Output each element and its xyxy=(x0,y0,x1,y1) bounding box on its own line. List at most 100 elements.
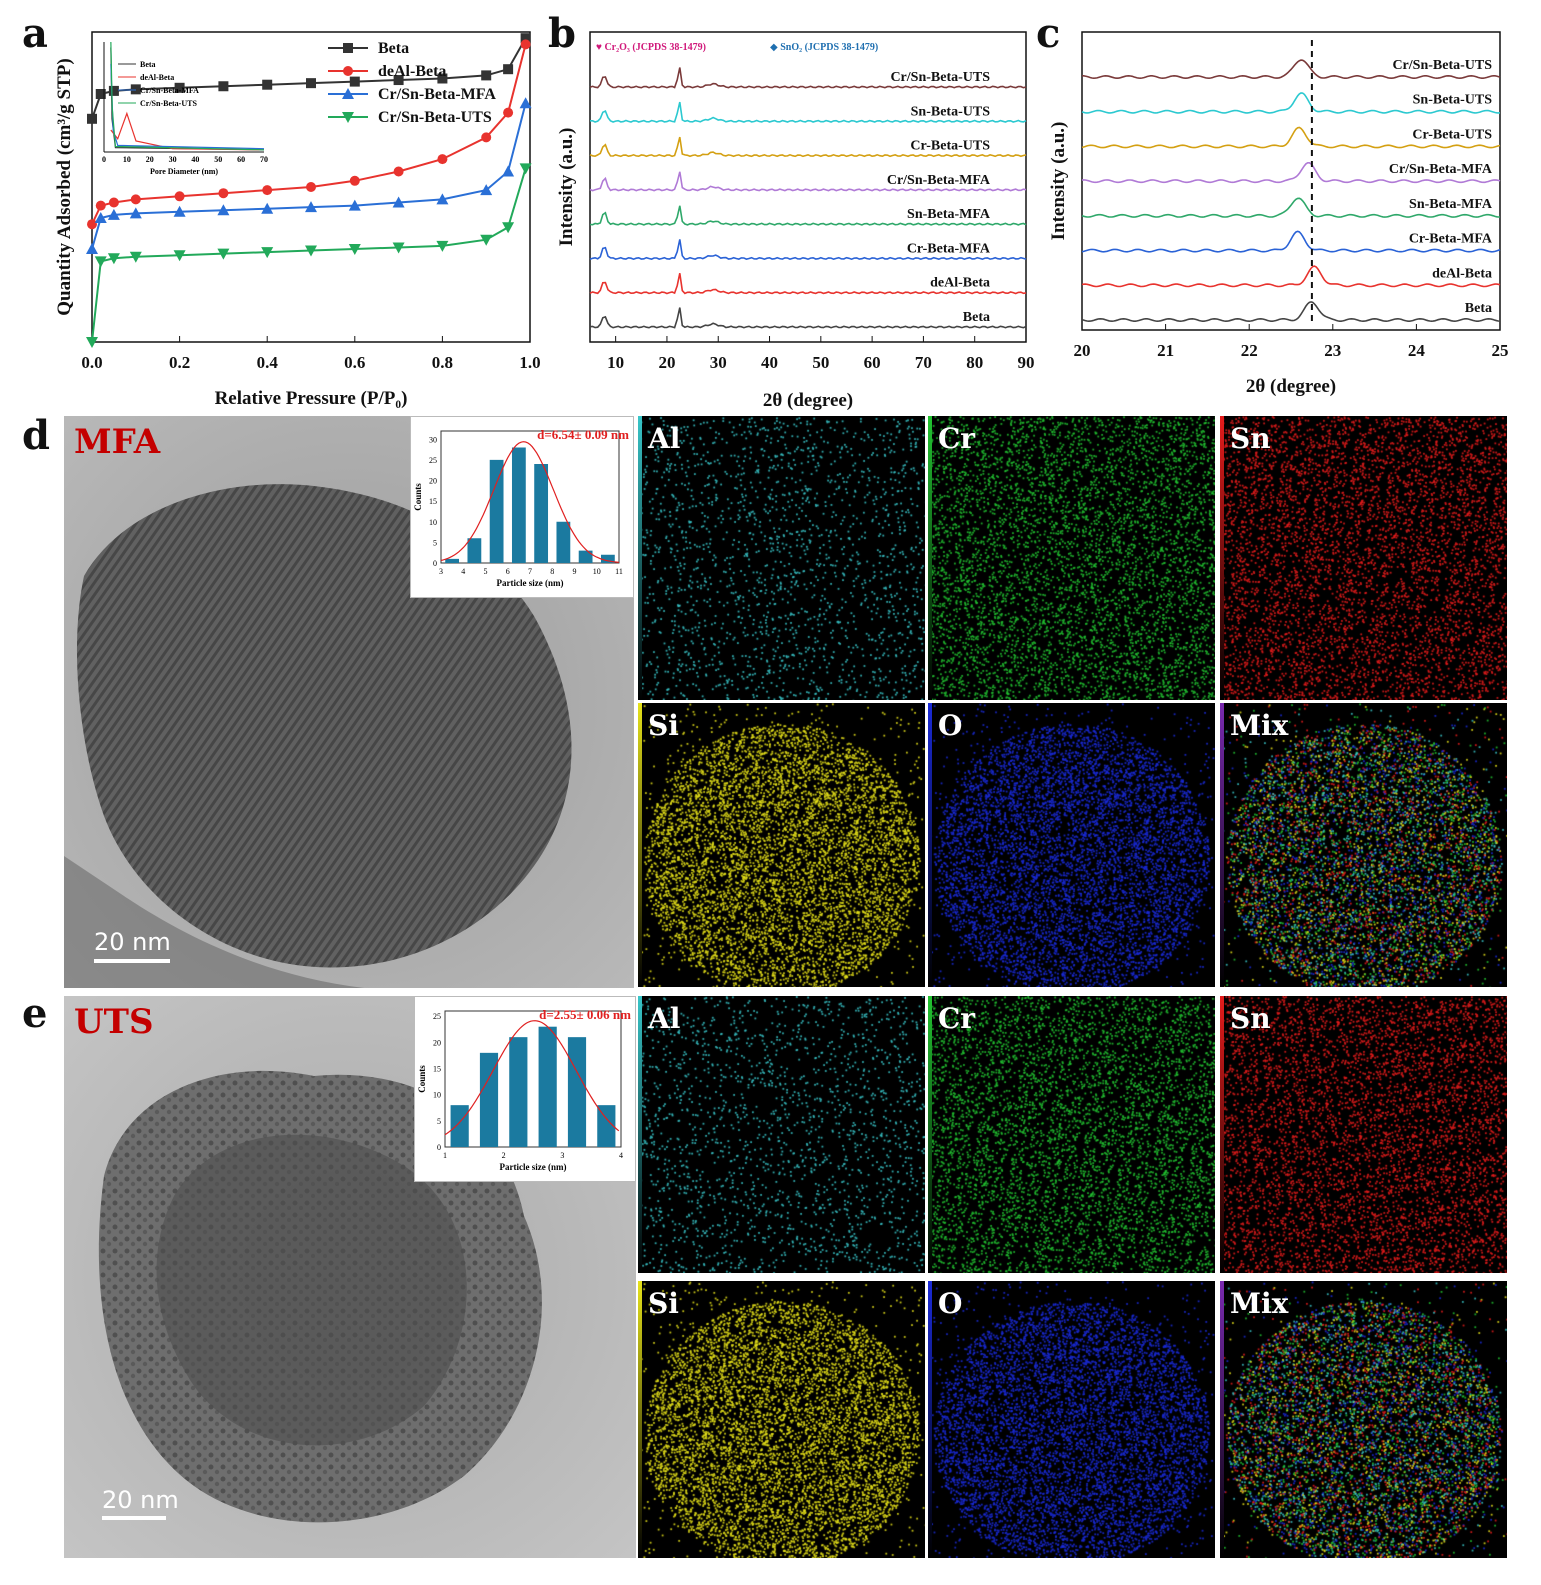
data-point xyxy=(108,197,119,208)
hist-y-tick-label: 10 xyxy=(429,518,437,527)
series-line xyxy=(91,44,527,225)
x-tick-label: 0.6 xyxy=(344,353,365,372)
hist-y-tick-label: 15 xyxy=(429,497,437,506)
series-label: Cr-Beta-MFA xyxy=(907,241,991,256)
xrd-pattern xyxy=(589,307,1027,329)
x-tick-label: 0.8 xyxy=(432,353,453,372)
xrd-chart: 10 20 30 40 50 60 70 80 90 2θ (degree) Intensity (… xyxy=(556,31,1035,410)
data-point xyxy=(87,113,97,124)
data-point xyxy=(262,185,273,196)
hist-x-tick-label: 7 xyxy=(528,567,532,576)
series-label: Cr/Sn-Beta-UTS xyxy=(1392,58,1492,73)
color-scale-bar xyxy=(928,996,932,1273)
hist-y-tick-label: 20 xyxy=(429,477,437,486)
map-label: Mix xyxy=(1230,1287,1289,1320)
hist-x-tick-label: 3 xyxy=(560,1151,564,1160)
x-tick-label: 23 xyxy=(1324,341,1341,360)
series-label: Beta xyxy=(963,310,990,325)
hist-frame xyxy=(444,1010,622,1148)
data-point xyxy=(392,242,405,254)
color-scale-bar xyxy=(638,996,642,1273)
tem-title-mfa: MFA xyxy=(74,422,161,462)
eds-map-image xyxy=(638,996,925,1273)
eds-map-sn: Sn xyxy=(1220,996,1507,1273)
hist-bar xyxy=(556,521,571,563)
data-point xyxy=(173,205,186,217)
hist-x-tick-label: 5 xyxy=(484,567,488,576)
plot-frame xyxy=(1081,31,1501,331)
inset-legend-label: deAl-Beta xyxy=(140,73,174,82)
eds-map-al: Al xyxy=(638,416,925,700)
color-scale-bar xyxy=(1220,1281,1224,1558)
hist-bar xyxy=(467,538,482,563)
data-point xyxy=(393,166,404,177)
eds-map-cr: Cr xyxy=(928,416,1215,700)
series-label: deAl-Beta xyxy=(1432,266,1492,281)
color-scale-bar xyxy=(1220,996,1224,1273)
inset-x-tick-label: 60 xyxy=(237,155,245,164)
x-tick-label: 0.0 xyxy=(81,353,102,372)
x-tick-label: 20 xyxy=(658,353,675,372)
data-point xyxy=(349,175,360,186)
x-tick-label: 21 xyxy=(1157,341,1174,360)
series-label: Sn-Beta-MFA xyxy=(907,207,991,222)
tem-image-mfa: MFA 20 nm 3 4 5 6 7 8 9 10 11 0 5 10 15 20 25 30 Particl… xyxy=(64,416,634,988)
series-label: Beta xyxy=(1465,301,1492,316)
eds-map-image xyxy=(928,703,1215,987)
plot-frame xyxy=(91,31,531,343)
hist-y-tick-label: 0 xyxy=(437,1143,441,1152)
x-tick-label: 60 xyxy=(864,353,881,372)
hist-bar xyxy=(479,1052,499,1147)
data-point xyxy=(480,184,493,196)
hist-x-axis-title: Particle size (nm) xyxy=(500,1162,567,1172)
data-point xyxy=(129,251,142,263)
series-label: Cr-Beta-UTS xyxy=(910,139,990,154)
panel-letter-c: c xyxy=(1036,10,1061,57)
xrd-pattern xyxy=(589,136,1027,158)
data-point xyxy=(129,207,142,219)
tem-image-uts: UTS 20 nm 1 2 3 4 0 5 10 15 20 25 Particle size (n… xyxy=(64,996,636,1558)
series-line xyxy=(91,168,527,343)
data-point xyxy=(481,70,492,81)
series-label: Cr/Sn-Beta-MFA xyxy=(887,173,991,188)
inset-legend-label: Beta xyxy=(140,60,156,69)
data-point xyxy=(218,81,229,92)
map-label: Cr xyxy=(938,1002,976,1035)
color-scale-bar xyxy=(928,703,932,987)
x-tick-label: 20 xyxy=(1074,341,1091,360)
legend-label: Cr/Sn-Beta-UTS xyxy=(378,109,492,126)
data-point xyxy=(86,337,98,348)
scale-bar xyxy=(102,1516,166,1520)
particle-size-histogram-mfa: 3 4 5 6 7 8 9 10 11 0 5 10 15 20 25 30 Particle size (nm… xyxy=(410,416,634,598)
isotherm-chart: 0.0 0.2 0.4 0.6 0.8 1.0 Relative Pressure (P/P… xyxy=(54,31,541,409)
eds-map-image xyxy=(928,416,1215,700)
x-tick-label: 22 xyxy=(1241,341,1258,360)
hist-bar xyxy=(538,1026,557,1147)
xrd-pattern xyxy=(1081,126,1501,149)
y-axis-title: Intensity (a.u.) xyxy=(556,128,577,247)
legend-marker xyxy=(342,88,354,99)
hist-bar xyxy=(534,464,549,563)
color-scale-bar xyxy=(928,416,932,700)
data-point xyxy=(520,33,531,44)
hist-x-tick-label: 8 xyxy=(550,567,554,576)
x-axis-title: Relative Pressure (P/P₀) xyxy=(215,388,408,409)
data-point xyxy=(349,76,360,87)
legend-label: Beta xyxy=(378,40,409,57)
map-label: Si xyxy=(648,1287,679,1320)
eds-map-image xyxy=(638,703,925,987)
data-point xyxy=(503,64,514,75)
eds-map-mix: Mix xyxy=(1220,1281,1507,1558)
legend-marker xyxy=(343,43,353,53)
eds-map-si: Si xyxy=(638,1281,925,1558)
map-label: O xyxy=(938,709,963,742)
hist-y-tick-label: 0 xyxy=(433,559,437,568)
hist-x-tick-label: 9 xyxy=(573,567,577,576)
map-label: O xyxy=(938,1287,963,1320)
eds-map-al: Al xyxy=(638,996,925,1273)
series-label: Cr/Sn-Beta-MFA xyxy=(1389,162,1493,177)
data-point xyxy=(306,182,316,192)
data-point xyxy=(261,202,274,214)
color-scale-bar xyxy=(1220,416,1224,700)
inset-x-tick-label: 30 xyxy=(169,155,177,164)
